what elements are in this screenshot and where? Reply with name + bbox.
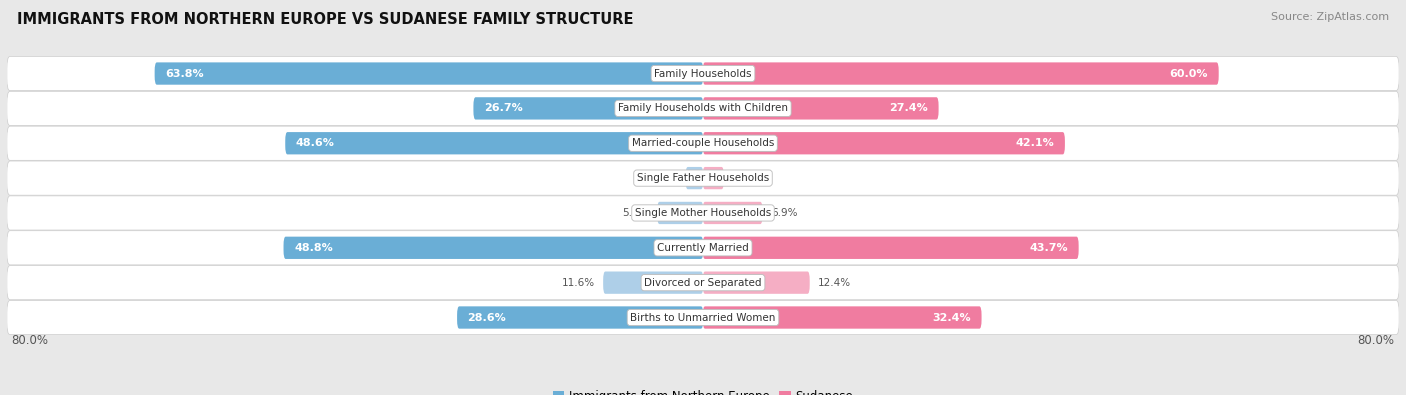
Text: 42.1%: 42.1% [1015, 138, 1054, 148]
FancyBboxPatch shape [703, 132, 1064, 154]
Text: 27.4%: 27.4% [890, 103, 928, 113]
Text: Single Mother Households: Single Mother Households [636, 208, 770, 218]
FancyBboxPatch shape [7, 301, 1399, 335]
FancyBboxPatch shape [7, 265, 1399, 300]
Text: Births to Unmarried Women: Births to Unmarried Women [630, 312, 776, 322]
Text: 2.0%: 2.0% [651, 173, 678, 183]
Text: 80.0%: 80.0% [11, 334, 48, 347]
FancyBboxPatch shape [7, 56, 1399, 90]
Text: 6.9%: 6.9% [770, 208, 797, 218]
FancyBboxPatch shape [284, 237, 703, 259]
Text: Divorced or Separated: Divorced or Separated [644, 278, 762, 288]
FancyBboxPatch shape [7, 196, 1399, 230]
Text: 32.4%: 32.4% [932, 312, 972, 322]
Text: Single Father Households: Single Father Households [637, 173, 769, 183]
Text: 80.0%: 80.0% [1358, 334, 1395, 347]
Text: 48.8%: 48.8% [294, 243, 333, 253]
Text: 2.4%: 2.4% [733, 173, 759, 183]
Text: 11.6%: 11.6% [561, 278, 595, 288]
FancyBboxPatch shape [703, 237, 1078, 259]
Text: Currently Married: Currently Married [657, 243, 749, 253]
FancyBboxPatch shape [285, 132, 703, 154]
Text: Source: ZipAtlas.com: Source: ZipAtlas.com [1271, 12, 1389, 22]
FancyBboxPatch shape [703, 202, 762, 224]
Legend: Immigrants from Northern Europe, Sudanese: Immigrants from Northern Europe, Sudanes… [553, 390, 853, 395]
FancyBboxPatch shape [657, 202, 703, 224]
Text: Married-couple Households: Married-couple Households [631, 138, 775, 148]
Text: 63.8%: 63.8% [165, 69, 204, 79]
Text: Family Households: Family Households [654, 69, 752, 79]
FancyBboxPatch shape [703, 307, 981, 329]
FancyBboxPatch shape [7, 231, 1399, 265]
Text: Family Households with Children: Family Households with Children [619, 103, 787, 113]
FancyBboxPatch shape [7, 126, 1399, 160]
FancyBboxPatch shape [703, 271, 810, 294]
FancyBboxPatch shape [686, 167, 703, 189]
Text: 5.3%: 5.3% [623, 208, 650, 218]
Text: 12.4%: 12.4% [818, 278, 851, 288]
Text: 26.7%: 26.7% [484, 103, 523, 113]
FancyBboxPatch shape [7, 91, 1399, 126]
Text: IMMIGRANTS FROM NORTHERN EUROPE VS SUDANESE FAMILY STRUCTURE: IMMIGRANTS FROM NORTHERN EUROPE VS SUDAN… [17, 12, 633, 27]
Text: 28.6%: 28.6% [468, 312, 506, 322]
FancyBboxPatch shape [474, 97, 703, 120]
FancyBboxPatch shape [7, 161, 1399, 195]
FancyBboxPatch shape [703, 62, 1219, 85]
FancyBboxPatch shape [155, 62, 703, 85]
Text: 48.6%: 48.6% [295, 138, 335, 148]
Text: 43.7%: 43.7% [1029, 243, 1069, 253]
FancyBboxPatch shape [603, 271, 703, 294]
FancyBboxPatch shape [457, 307, 703, 329]
FancyBboxPatch shape [703, 97, 939, 120]
FancyBboxPatch shape [703, 167, 724, 189]
Text: 60.0%: 60.0% [1170, 69, 1208, 79]
